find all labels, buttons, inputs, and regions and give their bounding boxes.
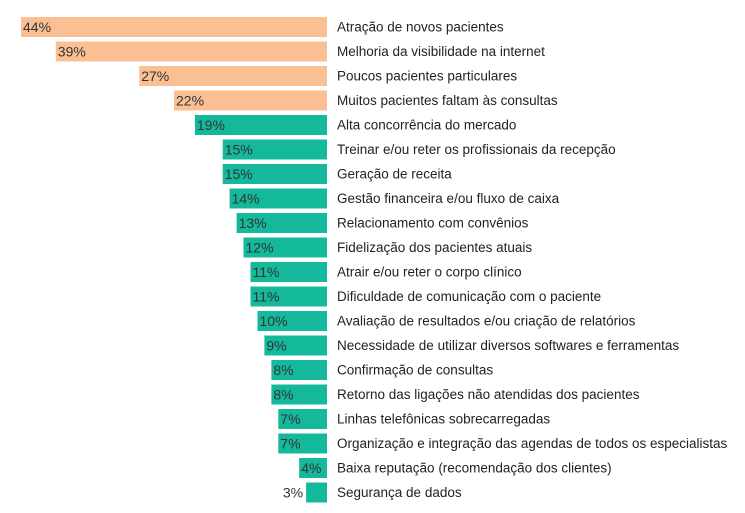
bar-value-label: 22% <box>176 93 204 109</box>
category-labels-group: Atração de novos pacientes Melhoria da vi… <box>337 20 728 501</box>
bar <box>306 482 327 503</box>
bar-value-label: 14% <box>232 191 260 207</box>
bar <box>250 262 327 282</box>
bar <box>229 188 327 209</box>
bar <box>222 164 327 184</box>
bar <box>271 384 327 405</box>
bar <box>243 237 327 258</box>
category-label: Relacionamento com convênios <box>337 216 529 231</box>
bar <box>250 286 327 307</box>
bar <box>257 311 327 331</box>
bar-value-label: 15% <box>225 142 253 158</box>
bar <box>21 17 327 37</box>
value-labels-group: 44%39%27%22%19%15%15%14%13%12%11%11%10%9… <box>23 19 321 501</box>
bar-value-label: 10% <box>260 313 288 329</box>
category-label: Melhoria da visibilidade na internet <box>337 44 545 59</box>
bar <box>264 335 327 356</box>
bar-value-label: 44% <box>23 19 51 35</box>
bar-value-label: 9% <box>266 338 286 354</box>
category-label: Retorno das ligações não atendidas dos p… <box>337 387 640 402</box>
bar-value-label: 8% <box>273 387 293 403</box>
category-label: Treinar e/ou reter os profissionais da r… <box>337 142 616 157</box>
bar <box>278 433 327 454</box>
category-label: Geração de receita <box>337 167 452 182</box>
category-label: Necessidade de utilizar diversos softwar… <box>337 338 679 353</box>
bars-group <box>21 17 328 503</box>
bar-value-label: 11% <box>253 264 280 280</box>
bar-value-label: 7% <box>280 436 300 452</box>
bar <box>139 66 327 86</box>
bar <box>194 115 327 135</box>
bar-value-label: 39% <box>58 44 86 60</box>
category-label: Muitos pacientes faltam às consultas <box>337 93 558 108</box>
bar-value-label: 27% <box>141 68 169 84</box>
category-label: Baixa reputação (recomendação dos client… <box>337 461 612 476</box>
category-label: Avaliação de resultados e/ou criação de … <box>337 314 636 329</box>
category-label: Segurança de dados <box>337 485 462 500</box>
bar <box>222 139 327 160</box>
bar-value-label: 12% <box>246 240 274 256</box>
bar-value-label: 8% <box>273 362 293 378</box>
category-label: Atração de novos pacientes <box>337 20 504 35</box>
category-label: Gestão financeira e/ou fluxo de caixa <box>337 191 560 206</box>
category-label: Linhas telefônicas sobrecarregadas <box>337 412 550 427</box>
bar-value-label: 11% <box>253 289 280 305</box>
category-label: Alta concorrência do mercado <box>337 118 516 133</box>
bar-value-label: 13% <box>239 215 267 231</box>
bar-value-label: 15% <box>225 166 253 182</box>
category-label: Confirmação de consultas <box>337 363 493 378</box>
category-label: Organização e integração das agendas de … <box>337 436 728 451</box>
category-label: Dificuldade de comunicação com o pacient… <box>337 289 601 304</box>
category-label: Poucos pacientes particulares <box>337 69 517 84</box>
bar-value-label: 7% <box>280 411 300 427</box>
bar <box>55 41 328 62</box>
bar <box>174 90 327 111</box>
bar-value-label: 4% <box>301 460 321 476</box>
bar <box>271 360 327 380</box>
bar-value-label: 19% <box>197 117 225 133</box>
bar <box>299 458 327 478</box>
bar <box>236 213 327 233</box>
bar <box>278 409 327 429</box>
category-label: Fidelização dos pacientes atuais <box>337 240 532 255</box>
bar-value-label: 3% <box>283 485 303 501</box>
category-label: Atrair e/ou reter o corpo clínico <box>337 265 522 280</box>
